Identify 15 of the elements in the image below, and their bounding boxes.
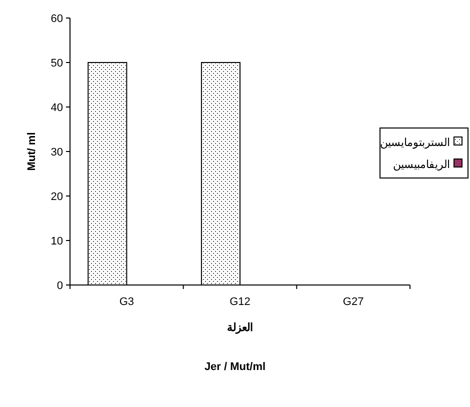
y-tick-label: 20	[50, 191, 63, 203]
text: Jer / Mut/ml	[204, 361, 266, 373]
legend-label: الريفامبيسين	[393, 159, 450, 171]
x-tick-label: G12	[230, 296, 250, 308]
y-tick-label: 30	[50, 146, 63, 158]
x-tick-label: G3	[119, 296, 134, 308]
y-tick-label: 60	[50, 13, 63, 25]
y-tick-label: 10	[50, 236, 63, 248]
y-tick-label: 50	[50, 58, 63, 70]
legend-label: الستربتومايسين	[380, 137, 450, 149]
y-tick-label: 0	[56, 280, 63, 292]
y-tick-label: 40	[50, 102, 63, 114]
x-axis-title: العزلة	[227, 322, 253, 334]
y-axis-title: Mut/ ml	[26, 132, 38, 171]
x-tick-label: G27	[342, 296, 364, 308]
